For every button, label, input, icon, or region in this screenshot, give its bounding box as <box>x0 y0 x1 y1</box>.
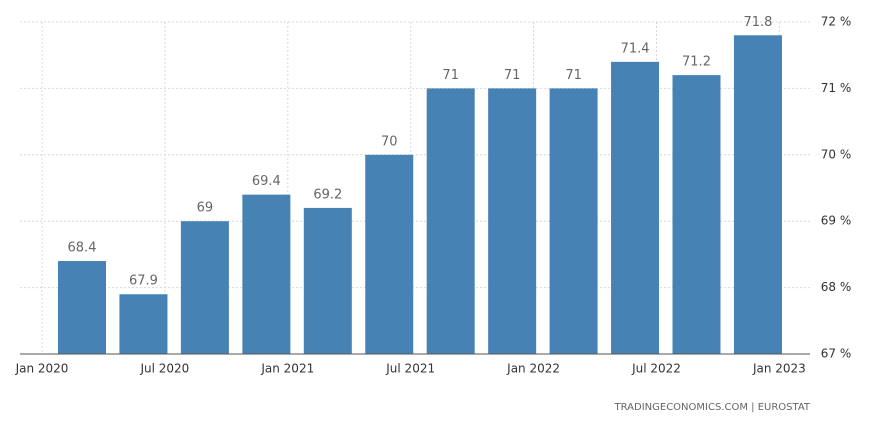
y-tick-label: 71 % <box>821 81 852 95</box>
bar <box>733 35 782 354</box>
value-label: 71.4 <box>621 41 650 56</box>
bar <box>365 154 414 354</box>
value-label: 71 <box>565 68 582 83</box>
bar <box>119 294 168 354</box>
bar <box>672 75 721 355</box>
value-label: 68.4 <box>68 241 97 256</box>
value-label: 71 <box>504 68 521 83</box>
x-tick-label: Jan 2020 <box>15 362 69 376</box>
value-label: 67.9 <box>129 274 158 289</box>
bar <box>426 88 475 355</box>
x-tick-label: Jul 2020 <box>139 362 189 376</box>
bar <box>488 88 537 355</box>
value-label: 69.2 <box>313 187 342 202</box>
value-label: 71.8 <box>743 15 772 30</box>
y-tick-label: 67 % <box>821 347 852 361</box>
y-tick-label: 69 % <box>821 214 852 228</box>
y-tick-label: 72 % <box>821 15 852 29</box>
bar <box>611 61 660 355</box>
bar <box>58 261 106 354</box>
x-tick-label: Jan 2023 <box>752 362 806 376</box>
y-tick-label: 70 % <box>821 147 852 161</box>
bar <box>180 221 229 354</box>
value-label: 71 <box>442 68 459 83</box>
bar <box>549 88 598 355</box>
x-tick-label: Jan 2022 <box>506 362 560 376</box>
value-label: 71.2 <box>682 55 711 70</box>
bar <box>242 194 291 354</box>
y-tick-label: 68 % <box>821 280 852 294</box>
x-tick-label: Jul 2021 <box>385 362 435 376</box>
bar <box>303 207 352 354</box>
value-label: 69 <box>197 201 214 216</box>
value-label: 70 <box>381 134 398 149</box>
source: TRADINGECONOMICS.COM | EUROSTAT <box>614 402 811 413</box>
x-tick-label: Jan 2021 <box>260 362 314 376</box>
value-label: 69.4 <box>252 174 281 189</box>
x-tick-label: Jul 2022 <box>631 362 681 376</box>
